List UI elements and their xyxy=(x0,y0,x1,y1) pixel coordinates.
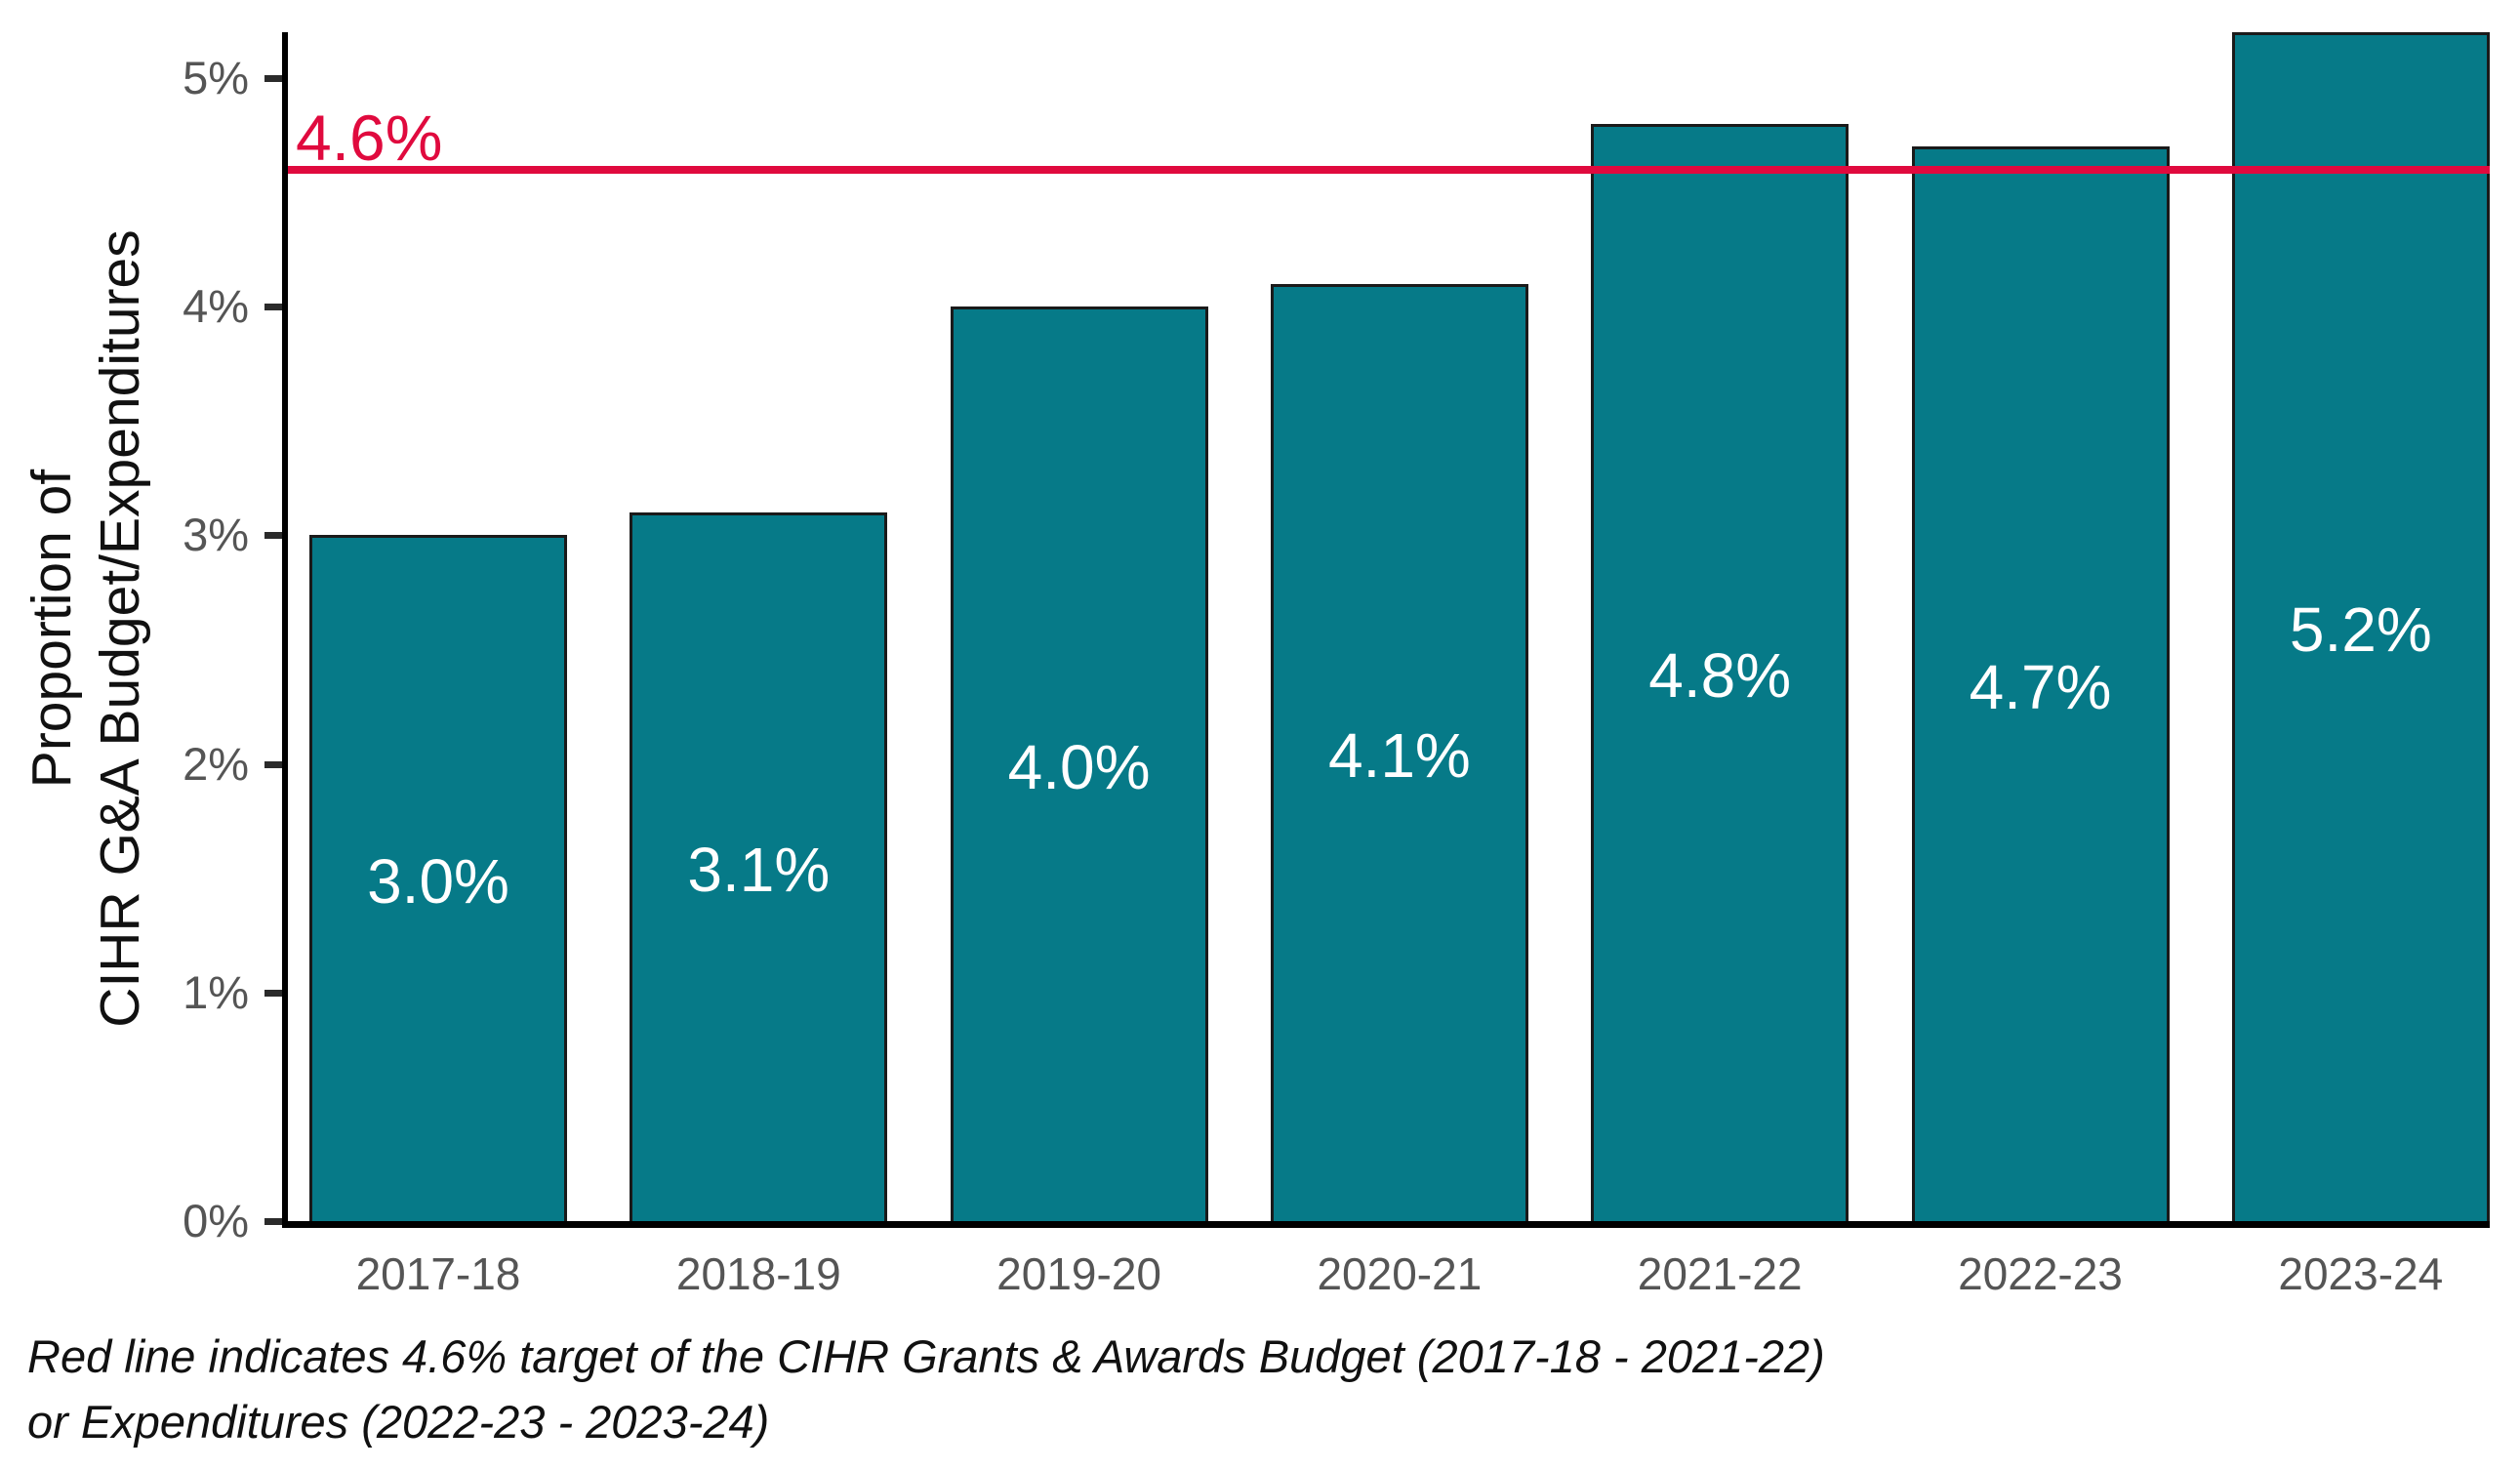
caption: Red line indicates 4.6% target of the CI… xyxy=(27,1324,1825,1454)
y-axis-tick-label: 0% xyxy=(183,1195,249,1246)
bar-2018-19: 3.1% xyxy=(630,511,888,1221)
y-axis-tick xyxy=(264,304,282,311)
x-axis-label-2019-20: 2019-20 xyxy=(996,1248,1161,1299)
bar-2022-23: 4.7% xyxy=(1911,146,2170,1221)
bar-2017-18: 3.0% xyxy=(309,535,567,1221)
y-axis-tick xyxy=(264,1218,282,1225)
bar-2021-22: 4.8% xyxy=(1591,123,1849,1221)
y-axis-tick-label: 3% xyxy=(183,509,249,561)
bar-value-label: 4.8% xyxy=(1648,639,1792,711)
x-axis-label-2020-21: 2020-21 xyxy=(1317,1248,1483,1299)
y-axis-tick-label: 4% xyxy=(183,280,249,333)
bar-value-label: 3.0% xyxy=(367,845,509,917)
bar-2023-24: 5.2% xyxy=(2231,32,2490,1221)
plot-area: 0% 1% 2% 3% 4% 5% 3.0% 2017-18 3.1% 2018-19 4.0% 20… xyxy=(183,32,2490,1299)
target-reference-line xyxy=(288,165,2490,174)
caption-line1: Red line indicates 4.6% target of the CI… xyxy=(27,1330,1825,1382)
bar-value-label: 4.1% xyxy=(1327,719,1471,791)
x-axis-label-2018-19: 2018-19 xyxy=(675,1248,841,1299)
x-axis-label-2017-18: 2017-18 xyxy=(355,1248,521,1299)
x-axis-label-2023-24: 2023-24 xyxy=(2278,1248,2444,1299)
y-axis-tick xyxy=(264,74,282,82)
y-axis-title-line2: CIHR G&A Budget/Expenditures xyxy=(89,229,151,1028)
bar-value-label: 4.0% xyxy=(1007,731,1151,802)
bar-value-label: 4.7% xyxy=(1969,651,2112,722)
bar-2020-21: 4.1% xyxy=(1270,283,1528,1221)
bar-value-label: 5.2% xyxy=(2289,594,2432,665)
x-axis-label-2022-23: 2022-23 xyxy=(1958,1248,2123,1299)
y-axis-tick-label: 5% xyxy=(183,51,249,103)
caption-line2: or Expenditures (2022-23 - 2023-24) xyxy=(27,1396,770,1448)
y-axis-tick xyxy=(264,532,282,540)
y-axis-title: Proportion of CIHR G&A Budget/Expenditur… xyxy=(18,229,154,1027)
x-axis-label-2021-22: 2021-22 xyxy=(1637,1248,1803,1299)
y-axis-title-line1: Proportion of xyxy=(20,469,83,789)
y-axis-tick xyxy=(264,760,282,768)
y-axis-tick-label: 2% xyxy=(183,737,249,790)
bar-value-label: 3.1% xyxy=(687,834,831,905)
target-reference-label: 4.6% xyxy=(296,101,443,174)
y-axis-tick-label: 1% xyxy=(183,965,249,1018)
bar-2019-20: 4.0% xyxy=(950,306,1208,1221)
y-axis-tick xyxy=(264,989,282,997)
